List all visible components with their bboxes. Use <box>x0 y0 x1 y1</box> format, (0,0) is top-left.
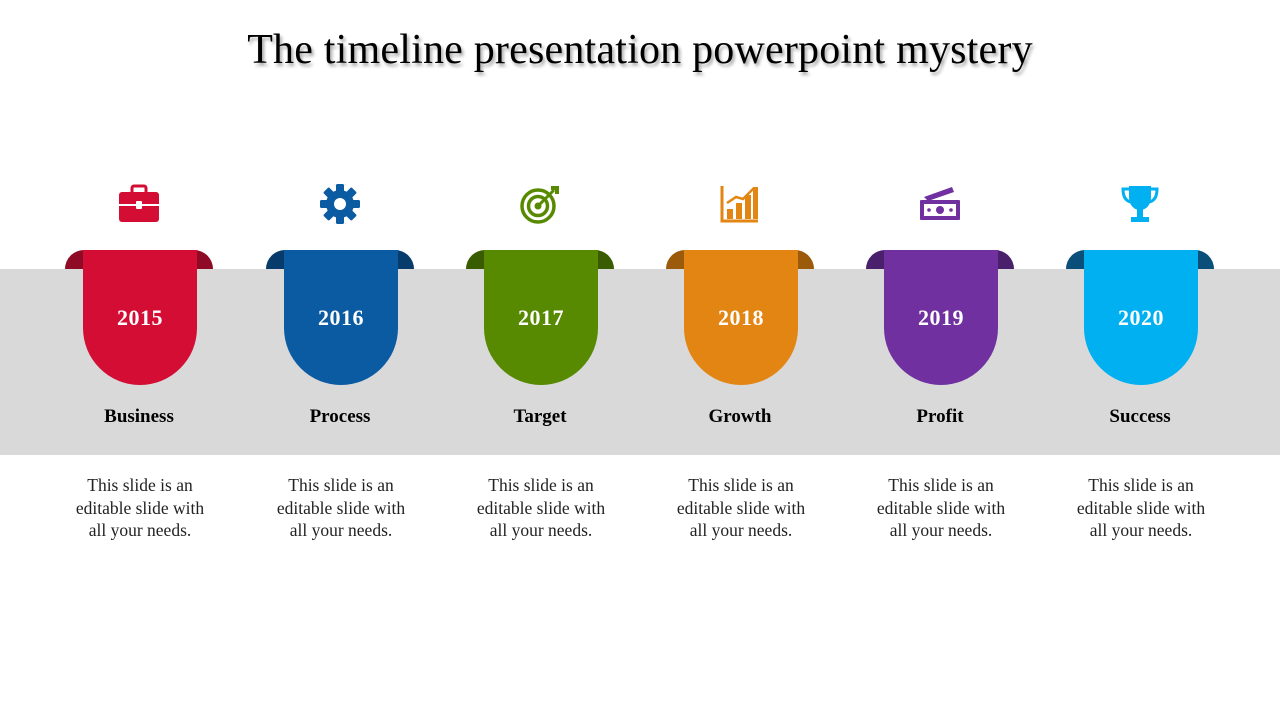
year-label: 2020 <box>1118 305 1164 330</box>
milestone-description: This slide is an editable slide with all… <box>276 475 406 540</box>
milestone-2015: 2015 Business This slide is an editable … <box>39 0 239 720</box>
year-ribbon: 2018 <box>684 250 798 385</box>
milestone-title: Process <box>309 406 371 427</box>
page-title: The timeline presentation powerpoint mys… <box>247 27 1033 73</box>
milestone-2020: 2020 Success This slide is an editable s… <box>1040 0 1240 720</box>
milestone-title: Business <box>104 406 174 427</box>
year-label: 2017 <box>518 305 564 330</box>
year-label: 2016 <box>318 305 364 330</box>
milestone-2019: 2019 Profit This slide is an editable sl… <box>840 0 1040 720</box>
milestone-description: This slide is an editable slide with all… <box>876 475 1006 540</box>
ribbon-fold-left <box>866 250 886 269</box>
ribbon-fold-left <box>266 250 286 269</box>
year-label: 2015 <box>117 305 163 330</box>
milestone-title: Target <box>513 406 567 427</box>
bar-chart-icon <box>718 183 762 225</box>
money-icon <box>918 183 962 225</box>
ribbon-fold-left <box>666 250 686 269</box>
milestone-description: This slide is an editable slide with all… <box>75 475 205 540</box>
trophy-icon <box>1118 183 1162 225</box>
ribbon-fold-left <box>65 250 85 269</box>
milestone-title: Profit <box>916 406 964 427</box>
year-ribbon: 2015 <box>83 250 197 385</box>
milestone-2016: 2016 Process This slide is an editable s… <box>240 0 440 720</box>
year-ribbon: 2019 <box>884 250 998 385</box>
year-ribbon: 2017 <box>484 250 598 385</box>
milestone-title: Growth <box>708 406 772 427</box>
gear-icon <box>318 183 362 225</box>
milestone-title: Success <box>1109 406 1171 427</box>
timeline-band <box>0 269 1280 455</box>
milestone-2017: 2017 Target This slide is an editable sl… <box>440 0 640 720</box>
milestone-description: This slide is an editable slide with all… <box>676 475 806 540</box>
milestone-description: This slide is an editable slide with all… <box>476 475 606 540</box>
ribbon-fold-left <box>466 250 486 269</box>
year-ribbon: 2020 <box>1084 250 1198 385</box>
year-ribbon: 2016 <box>284 250 398 385</box>
year-label: 2018 <box>718 305 764 330</box>
target-icon <box>518 183 562 225</box>
milestone-description: This slide is an editable slide with all… <box>1076 475 1206 540</box>
ribbon-fold-left <box>1066 250 1086 269</box>
milestone-2018: 2018 Growth This slide is an editable sl… <box>640 0 840 720</box>
year-label: 2019 <box>918 305 964 330</box>
briefcase-icon <box>117 183 161 225</box>
